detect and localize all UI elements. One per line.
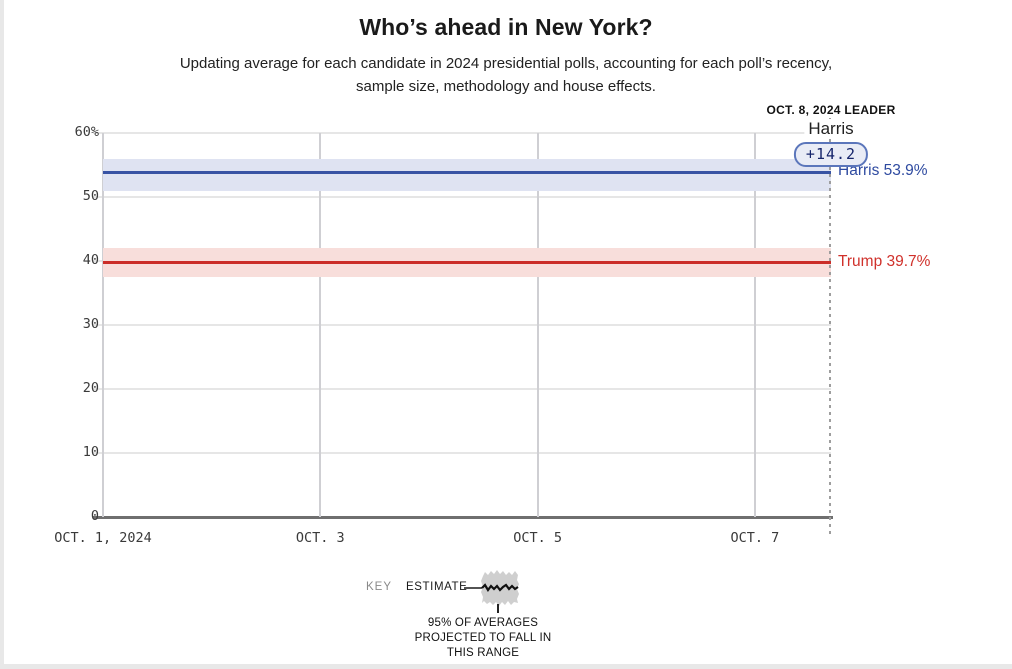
y-tick-label: 0 [90, 508, 99, 524]
key-label: KEY [366, 581, 393, 593]
x-tick-label: OCT. 5 [513, 530, 563, 546]
key-estimate-squiggle [481, 583, 519, 592]
x-gridline [319, 133, 322, 517]
series-label-harris: Harris 53.9% [838, 162, 928, 180]
x-tick-label: OCT. 3 [295, 530, 345, 546]
y-tick-label: 40 [82, 252, 99, 268]
leader-margin-badge: +14.2 [793, 142, 869, 167]
key-caption: 95% OF AVERAGES PROJECTED TO FALL IN THI… [398, 616, 568, 661]
key-caption-line-2: PROJECTED TO FALL IN [414, 632, 552, 644]
series-band-harris [103, 159, 831, 191]
y-gridline [93, 452, 831, 454]
series-line-harris [103, 170, 831, 174]
leader-name: Harris [804, 119, 858, 139]
page-left-border [0, 0, 4, 669]
key-band-blob [481, 570, 519, 606]
y-gridline [93, 132, 831, 134]
x-tick-label: OCT. 1, 2024 [54, 530, 152, 546]
y-gridline [93, 324, 831, 326]
page-title: Who’s ahead in New York? [359, 14, 653, 40]
series-label-trump: Trump 39.7% [838, 252, 931, 270]
key-caption-tick [497, 604, 499, 613]
x-gridline [102, 133, 104, 517]
estimate-key-icon [464, 570, 519, 606]
key-caption-line-3: THIS RANGE [446, 647, 520, 659]
estimate-label: ESTIMATE [406, 581, 468, 593]
leader-date-label: OCT. 8, 2024 LEADER [766, 103, 896, 117]
y-tick-label: 20 [82, 380, 99, 396]
y-tick-label: 60% [74, 124, 99, 140]
y-tick-label: 10 [82, 444, 99, 460]
y-tick-label: 30 [82, 316, 99, 332]
subtitle-line-2: sample size, methodology and house effec… [356, 78, 656, 95]
page-subtitle: Updating average for each candidate in 2… [0, 52, 1012, 98]
x-gridline [753, 133, 756, 517]
subtitle-line-1: Updating average for each candidate in 2… [179, 55, 833, 72]
x-tick-label: OCT. 7 [730, 530, 780, 546]
current-date-dotted-line [829, 118, 831, 535]
y-gridline [93, 388, 831, 390]
series-line-trump [103, 261, 831, 265]
x-gridline [536, 133, 539, 517]
x-axis-baseline [93, 516, 833, 519]
y-tick-label: 50 [82, 188, 99, 204]
key-caption-line-1: 95% OF AVERAGES [427, 617, 539, 629]
page-bottom-border [0, 664, 1012, 669]
y-gridline [93, 196, 831, 198]
